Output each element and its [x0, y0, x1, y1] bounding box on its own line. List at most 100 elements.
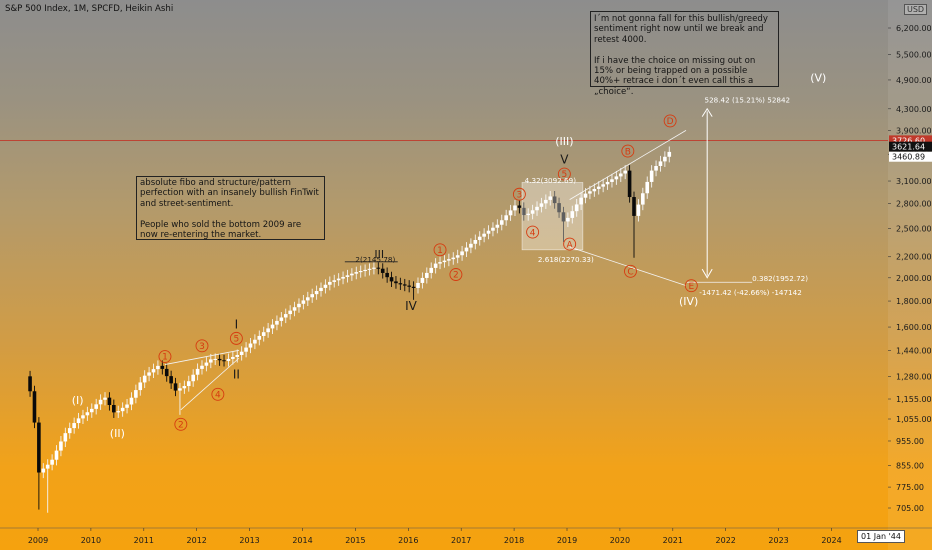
x-tick-label: 2018 — [504, 536, 524, 545]
candle-body — [248, 343, 253, 348]
candle-body — [41, 468, 46, 473]
candle-body — [636, 204, 641, 216]
candle-body — [658, 161, 663, 166]
candle-body — [552, 196, 557, 204]
wave-label-2-circle — [449, 268, 463, 281]
candle-body — [367, 268, 372, 270]
price-label-box-current — [889, 151, 932, 162]
wave-label-2-circle — [174, 417, 188, 431]
wave-label-3-circle — [512, 187, 526, 201]
candle-body — [588, 191, 592, 194]
candle-body — [125, 404, 129, 408]
wave-label-i: (I) — [72, 394, 84, 407]
candle-body — [495, 224, 500, 228]
price-label-last: 3621.64 — [892, 143, 925, 152]
candle-body — [195, 368, 200, 375]
candle-body — [85, 412, 90, 416]
candles-group — [28, 146, 672, 513]
candle-body — [112, 404, 116, 413]
x-tick-label: 2015 — [345, 536, 365, 545]
candle-body — [504, 215, 508, 221]
wedge-upper-line — [569, 130, 687, 200]
wave-label-iii: III — [374, 248, 384, 261]
y-tick-label: 1,155.00 — [896, 395, 932, 404]
candle-body — [231, 356, 235, 359]
candle-body — [257, 335, 262, 340]
candle-body — [372, 267, 376, 269]
x-tick-label: 2020 — [610, 536, 630, 545]
wave-label-5: 5 — [234, 335, 240, 345]
candle-body — [557, 203, 561, 213]
candle-body — [261, 332, 266, 336]
wave-label-3: 3 — [199, 342, 205, 352]
candle-body — [103, 397, 107, 400]
candle-body — [416, 282, 420, 288]
candle-body — [116, 411, 121, 413]
candle-body — [129, 397, 134, 405]
candle-body — [297, 303, 301, 308]
candle-body — [447, 259, 451, 261]
candle-body — [186, 381, 191, 387]
candle-body — [76, 418, 81, 424]
candle-body — [200, 365, 204, 369]
wave-label-3: 3 — [517, 190, 523, 200]
candle-body — [120, 407, 125, 412]
wave-label-5-circle — [557, 167, 571, 181]
candle-body — [376, 267, 381, 269]
fib-label: -1471.42 (-42.66%) -147142 — [699, 288, 802, 297]
candle-body — [583, 193, 588, 198]
y-tick-label: 1,800.00 — [896, 297, 932, 306]
x-tick-label: 2012 — [187, 536, 207, 545]
candle-body — [244, 347, 248, 352]
candle-body — [323, 284, 328, 288]
candle-body — [345, 275, 350, 277]
y-tick-label: 4,300.00 — [896, 105, 932, 114]
candle-body — [451, 257, 456, 260]
x-tick-label: 2023 — [768, 536, 788, 545]
candle-body — [305, 297, 310, 301]
candle-body — [266, 328, 270, 333]
candle-body — [627, 170, 632, 198]
y-tick-label: 775.00 — [896, 483, 924, 492]
currency-badge[interactable]: USD — [904, 4, 928, 15]
candle-body — [380, 268, 385, 273]
candle-body — [89, 408, 94, 413]
candle-body — [142, 375, 147, 383]
candle-body — [336, 278, 341, 281]
candle-body — [464, 247, 469, 252]
x-tick-label: 2021 — [663, 536, 683, 545]
fib-label: 528.42 (15.21%) 52842 — [705, 96, 791, 105]
candle-body — [45, 464, 50, 469]
candle-body — [539, 203, 544, 207]
candle-body — [389, 277, 394, 282]
candle-body — [394, 281, 398, 284]
x-tick-label: 2017 — [451, 536, 471, 545]
candle-body — [570, 211, 575, 218]
candle-body — [301, 300, 306, 304]
candle-body — [54, 450, 59, 460]
y-tick-label: 2,000.00 — [896, 274, 932, 283]
upside-arrowhead — [701, 107, 713, 117]
candle-body — [204, 362, 209, 366]
candle-body — [433, 263, 438, 268]
candle-body — [596, 186, 601, 189]
price-label-resistance: 3726.60 — [892, 136, 925, 145]
candle-body — [354, 272, 359, 274]
candle-body — [314, 291, 319, 295]
candle-body — [358, 271, 363, 273]
x-tick-label: 2009 — [28, 536, 48, 545]
wave-label-e-circle — [684, 279, 698, 293]
y-tick-label: 3,900.00 — [896, 126, 932, 135]
candle-body — [59, 441, 63, 451]
candle-body — [94, 404, 98, 409]
candle-body — [442, 260, 447, 263]
wave-label-iii: (III) — [555, 135, 573, 148]
candle-body — [341, 276, 345, 279]
candle-body — [420, 277, 425, 283]
wave-label-1-circle — [433, 243, 447, 257]
candle-body — [473, 239, 478, 244]
note-fibo-sentiment: absolute fibo and structure/pattern perf… — [136, 176, 325, 240]
